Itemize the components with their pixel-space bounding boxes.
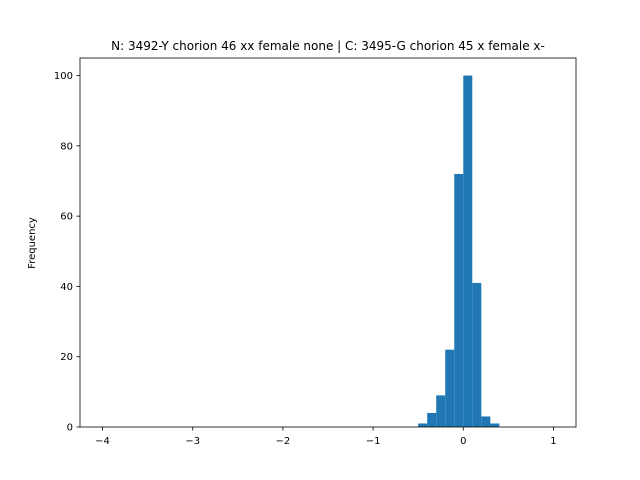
histogram-bar <box>427 412 437 427</box>
histogram-bar <box>490 423 500 427</box>
x-tick-label: 0 <box>460 436 466 447</box>
y-tick-label: 100 <box>54 71 73 82</box>
histogram-bar <box>472 282 482 427</box>
histogram-bar <box>418 423 428 427</box>
y-tick-label: 60 <box>60 212 73 223</box>
histogram-bar <box>463 75 473 428</box>
y-tick-label: 0 <box>67 423 73 434</box>
y-tick-label: 20 <box>60 352 73 363</box>
y-axis: 0 20 40 60 80 100 <box>54 71 80 434</box>
x-tick-label: −3 <box>185 436 200 447</box>
x-tick-label: 1 <box>550 436 556 447</box>
histogram-bar <box>445 349 455 427</box>
x-axis: −4 −3 −2 −1 0 1 <box>95 427 557 447</box>
x-tick-label: −4 <box>95 436 110 447</box>
plot-frame <box>79 57 577 428</box>
histogram-bar <box>436 395 446 427</box>
y-axis-label: Frequency <box>27 217 38 269</box>
histogram-bar <box>454 173 464 427</box>
bars-group <box>418 75 500 428</box>
chart-title: N: 3492-Y chorion 46 xx female none | C:… <box>111 39 545 53</box>
histogram-bar <box>481 416 491 427</box>
y-tick-label: 40 <box>60 282 73 293</box>
x-tick-label: −2 <box>276 436 291 447</box>
y-tick-label: 80 <box>60 141 73 152</box>
x-tick-label: −1 <box>366 436 381 447</box>
